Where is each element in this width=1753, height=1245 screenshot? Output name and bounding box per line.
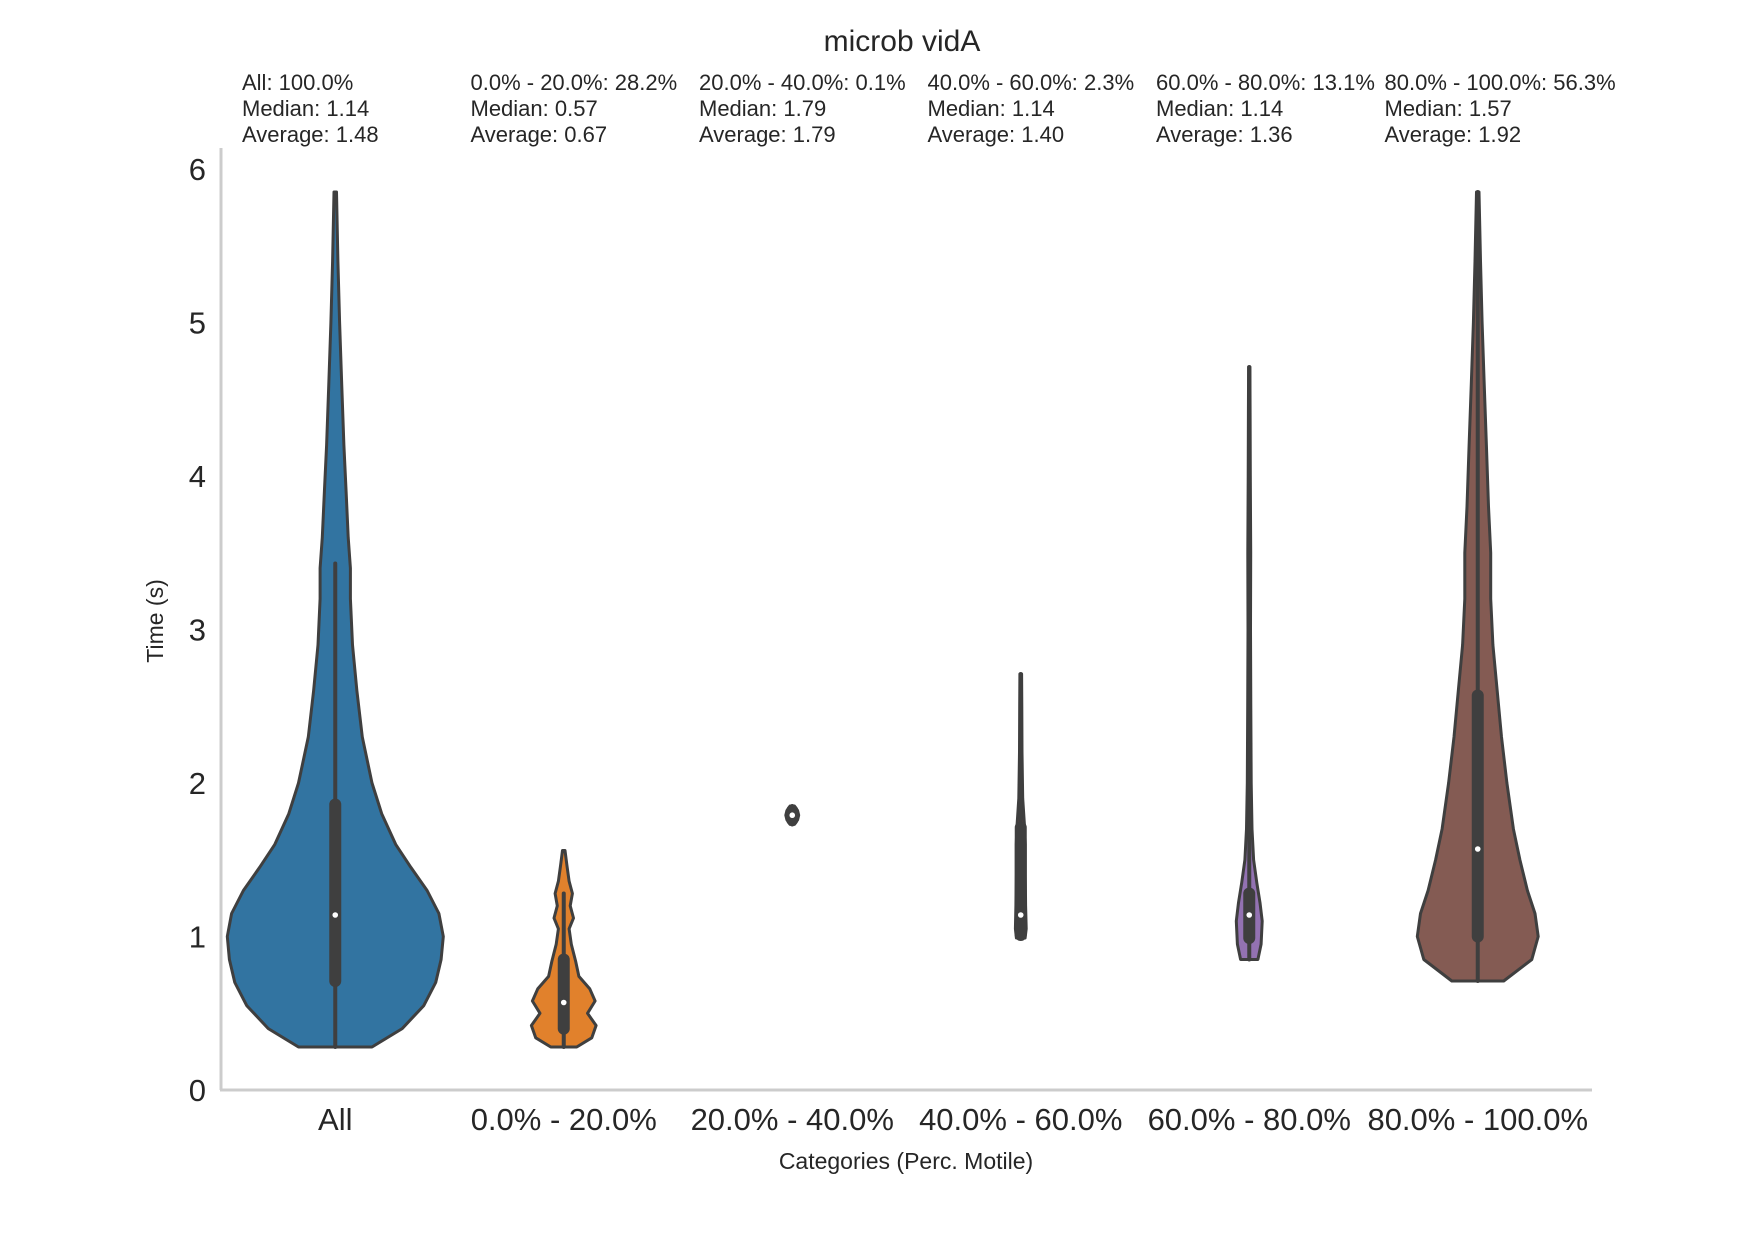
stat-20-0-40-0-line-2: Median: 1.79	[699, 96, 826, 121]
stat-0-0-20-0-line-2: Median: 0.57	[471, 96, 598, 121]
y-tick-label-1: 1	[189, 920, 206, 955]
y-tick-label-2: 2	[189, 766, 206, 801]
violin-all	[225, 190, 445, 1050]
stat-all-line-3: Average: 1.48	[242, 122, 379, 147]
y-axis-label: Time (s)	[142, 579, 168, 662]
stat-80-0-100-0-line-3: Average: 1.92	[1385, 122, 1522, 147]
x-tick-label-60-0-80-0: 60.0% - 80.0%	[1148, 1102, 1351, 1137]
x-tick-label-20-0-40-0: 20.0% - 40.0%	[691, 1102, 894, 1137]
stat-0-0-20-0-line-3: Average: 0.67	[471, 122, 608, 147]
stat-40-0-60-0-line-2: Median: 1.14	[928, 96, 1055, 121]
stat-80-0-100-0-line-1: 80.0% - 100.0%: 56.3%	[1385, 70, 1616, 95]
x-tick-label-all: All	[318, 1102, 352, 1137]
stat-all-line-1: All: 100.0%	[242, 70, 353, 95]
stat-20-0-40-0-line-1: 20.0% - 40.0%: 0.1%	[699, 70, 906, 95]
violins	[225, 190, 1540, 1050]
median-point-all	[332, 912, 339, 918]
stat-0-0-20-0-line-1: 0.0% - 20.0%: 28.2%	[471, 70, 678, 95]
x-tick-label-0-0-20-0: 0.0% - 20.0%	[471, 1102, 657, 1137]
chart-title: microb vidA	[824, 25, 981, 58]
violin-80-0-100-0	[1415, 190, 1540, 984]
stat-80-0-100-0-line-2: Median: 1.57	[1385, 96, 1512, 121]
stat-40-0-60-0-line-3: Average: 1.40	[928, 122, 1065, 147]
stat-20-0-40-0-line-3: Average: 1.79	[699, 122, 836, 147]
y-tick-label-4: 4	[189, 459, 206, 494]
y-tick-labels: 0 1 2 3 4 5 6	[189, 152, 206, 1108]
median-point-20-0-40-0	[789, 812, 796, 819]
violin-60-0-80-0	[1234, 365, 1264, 962]
violin-0-0-20-0	[529, 849, 598, 1050]
y-tick-label-6: 6	[189, 152, 206, 187]
x-tick-labels: All 0.0% - 20.0% 20.0% - 40.0% 40.0% - 60.0…	[318, 1102, 1588, 1137]
stat-60-0-80-0-line-1: 60.0% - 80.0%: 13.1%	[1156, 70, 1375, 95]
x-tick-label-80-0-100-0: 80.0% - 100.0%	[1367, 1102, 1588, 1137]
median-point-40-0-60-0	[1017, 912, 1024, 918]
y-tick-label-5: 5	[189, 306, 206, 341]
x-axis-label: Categories (Perc. Motile)	[779, 1148, 1033, 1174]
y-tick-label-0: 0	[189, 1073, 206, 1108]
violin-40-0-60-0	[1013, 672, 1028, 941]
stat-all-line-2: Median: 1.14	[242, 96, 369, 121]
y-tick-label-3: 3	[189, 613, 206, 648]
stat-60-0-80-0-line-2: Median: 1.14	[1156, 96, 1283, 121]
median-point-80-0-100-0	[1474, 846, 1481, 852]
median-point-0-0-20-0	[560, 999, 567, 1006]
stat-60-0-80-0-line-3: Average: 1.36	[1156, 122, 1293, 147]
violin-20-0-40-0	[784, 804, 801, 827]
stat-40-0-60-0-line-1: 40.0% - 60.0%: 2.3%	[928, 70, 1135, 95]
median-point-60-0-80-0	[1246, 912, 1253, 918]
x-tick-label-40-0-60-0: 40.0% - 60.0%	[919, 1102, 1122, 1137]
